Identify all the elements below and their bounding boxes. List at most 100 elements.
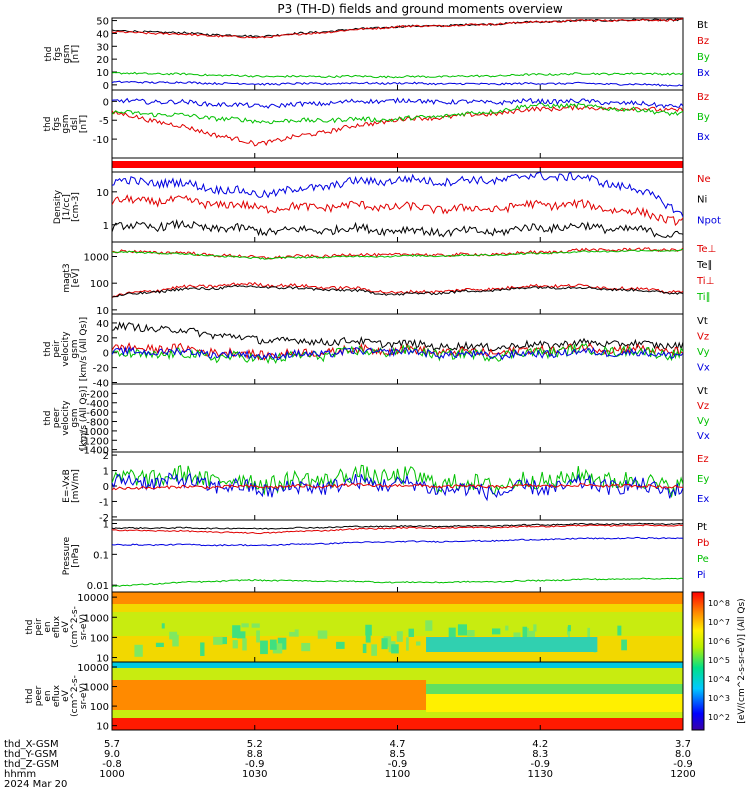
ylabel-electron-spectrogram: (cm^2-s- <box>70 675 80 717</box>
ytick-label-ion-velocity: 0 <box>103 349 109 360</box>
plot-title: P3 (TH-D) fields and ground moments over… <box>277 2 562 16</box>
series-line <box>112 247 683 260</box>
legend-fgs-gsm-2: By <box>697 52 710 63</box>
ytick-label-ion-velocity: 40 <box>96 319 109 330</box>
ion-spectrogram-patch <box>221 636 227 645</box>
legend-pressure-1: Pb <box>697 538 709 549</box>
legend-pressure-2: Pe <box>697 554 709 565</box>
ytick-label-electron-velocity: -600 <box>86 408 109 419</box>
ion-spectrogram-high-energy-band <box>112 592 683 604</box>
xaxis-row-label: 2024 Mar 20 <box>4 779 67 790</box>
ion-spectrogram-patch <box>317 630 328 639</box>
legend-efield-0: Ez <box>697 454 709 465</box>
ion-spectrogram-patch <box>213 636 223 645</box>
series-line <box>112 71 683 79</box>
ion-spectrogram-patch <box>232 625 241 638</box>
ion-spectrogram-patch <box>505 625 509 631</box>
ytick-label-ion-spectrogram: 10 <box>96 654 109 665</box>
ylabel-electron-velocity: gsm <box>70 408 80 427</box>
legend-electron-velocity-0: Vt <box>697 386 708 397</box>
legend-efield-1: Ey <box>697 474 709 485</box>
ytick-label-temperature: 10 <box>96 306 109 317</box>
colorbar-tick-label: 10^5 <box>708 656 730 665</box>
series-line <box>112 194 683 226</box>
series-line <box>112 97 683 109</box>
xaxis-value-y_gsm: 8.0 <box>675 749 691 760</box>
electron-spectrogram-warm-region <box>112 680 427 710</box>
legend-density-1: Ni <box>697 195 707 206</box>
ytick-label-efield: -2 <box>99 513 109 524</box>
ylabel-electron-velocity: peer <box>52 407 62 428</box>
legend-electron-velocity-2: Vy <box>697 416 710 427</box>
xaxis-row-label: thd_X-GSM <box>4 739 59 750</box>
ion-spectrogram-patch <box>415 641 421 646</box>
ion-spectrogram-patch <box>381 638 388 650</box>
ylabel-electron-spectrogram: eV <box>61 689 71 702</box>
ytick-label-electron-spectrogram: 1000 <box>84 683 109 694</box>
ylabel-electron-velocity: velocity <box>61 400 71 436</box>
ion-spectrogram-patch <box>242 638 247 651</box>
ylabel-ion-velocity: peir <box>52 340 62 358</box>
ylabel-density: [1/cc] <box>62 194 72 220</box>
ylabel-fgs-gsm: gsm <box>62 44 72 63</box>
electron-spectrogram-yellow-region <box>426 694 683 712</box>
series-line <box>112 577 683 588</box>
legend-ion-velocity-2: Vy <box>697 347 710 358</box>
ytick-label-electron-spectrogram: 100 <box>90 702 109 713</box>
series-line <box>112 345 683 361</box>
ylabel-fgs-dsl: thd <box>43 117 53 132</box>
xaxis-value-y_gsm: 8.5 <box>390 749 406 760</box>
xaxis-row-label: thd_Y-GSM <box>4 749 57 760</box>
ylabel-fgs-dsl: dsl <box>70 118 80 131</box>
ylabel-pressure: Pressure <box>62 536 72 575</box>
ion-spectrogram-patch <box>567 625 571 632</box>
legend-fgs-dsl-2: Bx <box>697 132 710 143</box>
ion-spectrogram-patch <box>467 629 475 637</box>
ylabel-ion-spectrogram: eflux <box>52 615 62 638</box>
series-line <box>112 342 683 361</box>
ytick-label-temperature: 100 <box>90 279 109 290</box>
legend-electron-velocity-1: Vz <box>697 401 709 412</box>
ytick-label-ion-spectrogram: 1000 <box>84 613 109 624</box>
ion-spectrogram-patch <box>457 624 467 636</box>
ion-spectrogram-patch <box>251 623 260 628</box>
ion-spectrogram-patch <box>621 639 627 651</box>
xaxis-value-z_gsm: -0.9 <box>673 759 693 770</box>
legend-temperature-3: Ti∥ <box>696 292 711 303</box>
ytick-label-pressure: 0.1 <box>93 550 109 561</box>
panel-frame-fgs-gsm <box>111 17 684 91</box>
ion-spectrogram-patch <box>533 624 537 632</box>
ylabel-electron-spectrogram: peer <box>34 685 44 706</box>
xaxis-value-x_gsm: 5.7 <box>104 739 120 750</box>
xaxis-value-x_gsm: 4.2 <box>532 739 548 750</box>
legend-fgs-gsm-3: Bx <box>697 68 710 79</box>
ytick-label-fgs-gsm: 30 <box>96 42 109 53</box>
series-line <box>112 218 683 239</box>
mode-bar-fill <box>112 161 683 168</box>
ylabel-pressure: [nPa] <box>71 544 81 567</box>
legend-pressure-3: Pi <box>697 570 706 581</box>
ylabel-electron-spectrogram: eflux <box>52 684 62 707</box>
ylabel-electron-velocity: thd <box>43 411 53 426</box>
ylabel-density: Density <box>53 189 63 224</box>
legend-density-0: Ne <box>697 174 711 185</box>
ion-spectrogram-patch <box>200 642 205 656</box>
ion-spectrogram-patch <box>491 628 501 635</box>
series-line <box>112 18 683 39</box>
ytick-label-electron-velocity: -1200 <box>80 436 109 447</box>
ytick-label-ion-spectrogram: 10000 <box>77 593 109 604</box>
ytick-label-fgs-dsl: -10 <box>93 135 109 146</box>
xaxis-value-z_gsm: -0.9 <box>530 759 550 770</box>
ylabel-fgs-gsm: fgs <box>53 47 63 61</box>
ytick-label-density: 1 <box>103 221 109 232</box>
ytick-label-fgs-gsm: 10 <box>96 68 109 79</box>
ytick-label-fgs-gsm: 40 <box>96 29 109 40</box>
ion-spectrogram-patch <box>289 631 296 637</box>
ylabel-ion-spectrogram: eV <box>61 620 71 633</box>
legend-fgs-gsm-1: Bz <box>697 36 709 47</box>
xaxis-value-x_gsm: 5.2 <box>247 739 263 750</box>
colorbar <box>691 591 705 731</box>
ylabel-ion-velocity: velocity <box>61 331 71 367</box>
xaxis-value-x_gsm: 3.7 <box>675 739 691 750</box>
ion-spectrogram-patch <box>256 630 260 643</box>
